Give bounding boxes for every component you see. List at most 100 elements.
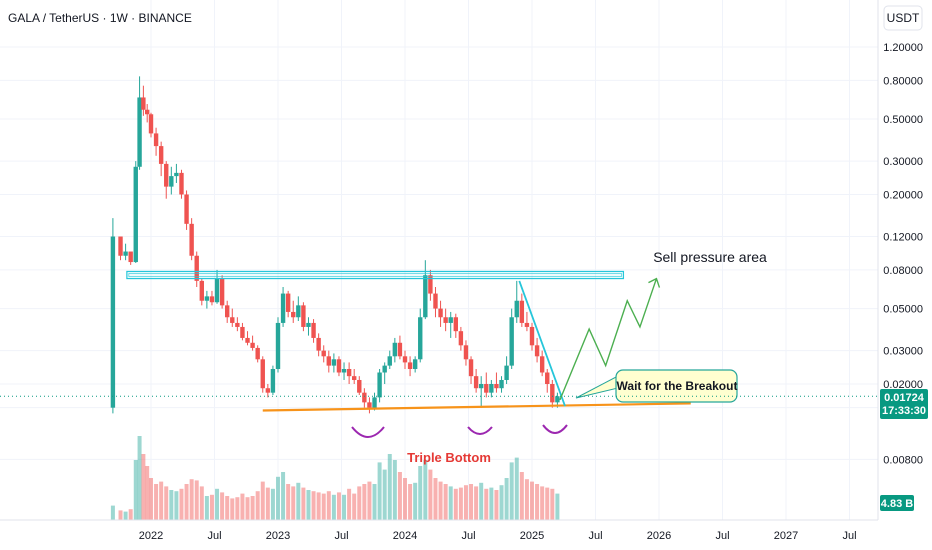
x-tick-label: 2026 bbox=[647, 530, 671, 542]
y-tick-label: 0.03000 bbox=[883, 346, 923, 358]
volume-bar bbox=[326, 491, 331, 520]
volume-bar bbox=[133, 460, 138, 520]
price-badge-value: 0.01724 bbox=[884, 392, 925, 404]
volume-bar bbox=[281, 472, 286, 520]
currency-button-label: USDT bbox=[887, 11, 920, 25]
volume-bar bbox=[382, 469, 387, 520]
candle-body bbox=[392, 342, 398, 357]
volume-bar bbox=[458, 487, 463, 520]
volume-bar bbox=[494, 490, 499, 520]
price-axis[interactable]: 1.20000 0.80000 0.50000 0.30000 0.20000 0.120… bbox=[883, 42, 923, 466]
volume-badge bbox=[880, 495, 914, 511]
volume-bar bbox=[209, 494, 214, 520]
y-tick-label: 0.20000 bbox=[883, 189, 923, 201]
candle-body bbox=[357, 379, 362, 393]
volume-bar bbox=[255, 491, 260, 520]
candle-body bbox=[499, 379, 504, 389]
candle-body bbox=[463, 345, 469, 360]
candle-body bbox=[412, 359, 418, 369]
candle-body bbox=[301, 305, 306, 327]
candle-body bbox=[265, 388, 271, 393]
candle-body bbox=[468, 359, 474, 377]
candle-body bbox=[509, 317, 514, 366]
candle-body bbox=[194, 255, 199, 281]
candle-body bbox=[158, 146, 164, 164]
volume-bar bbox=[443, 484, 448, 520]
candle-body bbox=[270, 368, 276, 393]
volume-bar bbox=[392, 460, 397, 520]
candle-body bbox=[555, 396, 560, 403]
support-trendline[interactable] bbox=[262, 402, 691, 412]
candle-body bbox=[209, 296, 215, 303]
candle-body bbox=[407, 362, 413, 369]
volume-bar bbox=[331, 494, 336, 520]
triple-bottom-label: Triple Bottom bbox=[407, 450, 491, 465]
volume-bar bbox=[301, 487, 306, 520]
currency-button[interactable] bbox=[883, 5, 923, 31]
volume-bar bbox=[372, 484, 377, 520]
volume-bar bbox=[535, 484, 540, 520]
projection-arrowhead bbox=[648, 277, 661, 288]
volume-bar bbox=[128, 509, 133, 520]
descending-trendline[interactable] bbox=[518, 280, 566, 407]
candle-body bbox=[545, 372, 550, 384]
volume-bar bbox=[336, 492, 341, 520]
volume-bar bbox=[270, 488, 275, 520]
volume-bar bbox=[418, 466, 423, 520]
volume-bar bbox=[342, 494, 347, 520]
candle-body bbox=[316, 337, 321, 351]
volume-bar bbox=[291, 486, 296, 520]
volume-bar bbox=[230, 498, 235, 520]
volume-bar bbox=[387, 454, 392, 520]
volume-bar bbox=[545, 487, 550, 520]
candle-body bbox=[479, 384, 484, 389]
candle-body bbox=[153, 133, 159, 147]
sell-pressure-zone-inner bbox=[128, 273, 622, 277]
candle-body bbox=[519, 300, 525, 323]
volume-bar bbox=[555, 493, 560, 520]
candle-body bbox=[133, 166, 138, 263]
candle-body bbox=[448, 317, 453, 323]
candle-body bbox=[184, 194, 189, 224]
candle-body bbox=[148, 114, 154, 134]
bottom-arc-2 bbox=[467, 426, 493, 435]
volume-bar bbox=[463, 485, 468, 520]
volume-bars bbox=[110, 436, 560, 520]
volume-bar bbox=[469, 484, 474, 520]
volume-bar bbox=[194, 480, 199, 520]
volume-bar bbox=[154, 484, 159, 520]
volume-bar bbox=[184, 484, 189, 520]
candle-body bbox=[453, 317, 458, 332]
volume-bar bbox=[311, 491, 316, 520]
callout-box[interactable] bbox=[615, 369, 738, 403]
candle-body bbox=[433, 293, 438, 309]
y-tick-label: 0.00800 bbox=[883, 454, 923, 466]
y-tick-label: 0.50000 bbox=[883, 114, 923, 126]
price-candles bbox=[110, 76, 560, 414]
volume-bar bbox=[276, 476, 280, 520]
volume-bar bbox=[514, 457, 519, 520]
candle-body bbox=[214, 278, 220, 303]
time-axis[interactable]: 2022 Jul 2023 Jul 2024 Jul 2025 Jul 2026 Jul 2027 J… bbox=[139, 530, 857, 542]
volume-bar bbox=[367, 481, 372, 520]
sell-pressure-zone[interactable] bbox=[126, 270, 625, 280]
volume-bar bbox=[215, 488, 220, 520]
volume-bar bbox=[524, 479, 529, 520]
y-tick-label: 1.20000 bbox=[883, 42, 923, 54]
y-tick-label: 0.80000 bbox=[883, 75, 923, 87]
candle-body bbox=[179, 172, 184, 195]
bottom-arc-3 bbox=[542, 424, 568, 434]
candle-body bbox=[428, 275, 433, 294]
volume-bar bbox=[240, 493, 245, 520]
volume-bar bbox=[352, 493, 357, 520]
projection-path[interactable] bbox=[559, 278, 658, 401]
volume-bar bbox=[189, 479, 194, 520]
candle-body bbox=[397, 342, 403, 357]
volume-bar bbox=[286, 484, 291, 520]
y-tick-label: 0.12000 bbox=[883, 232, 923, 244]
candle-body bbox=[534, 345, 540, 357]
x-tick-label: 2025 bbox=[520, 530, 544, 542]
y-tick-label: 0.08000 bbox=[883, 265, 923, 277]
candle-body bbox=[275, 322, 281, 369]
